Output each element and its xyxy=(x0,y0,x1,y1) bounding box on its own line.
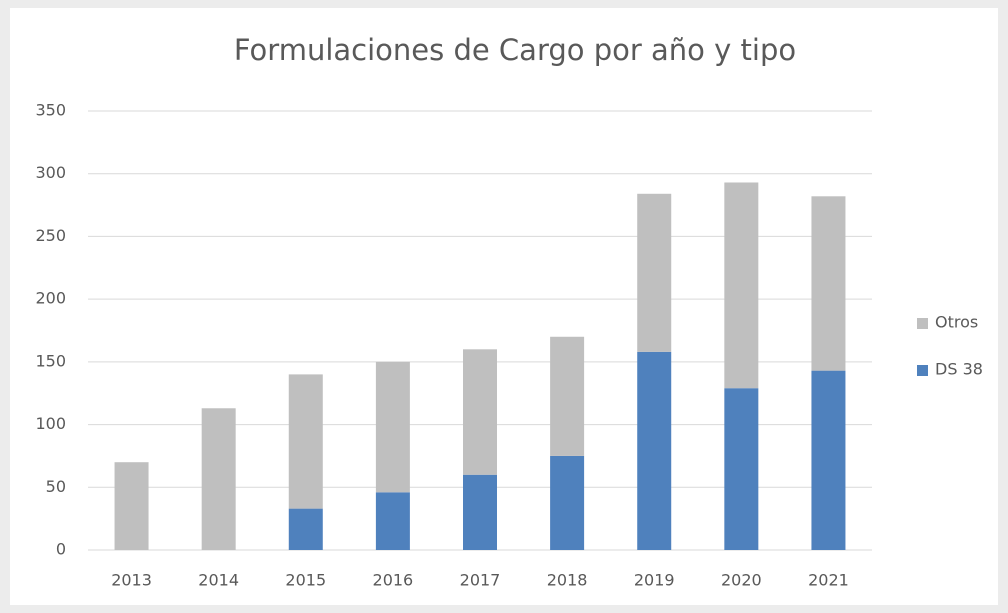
bar-segment xyxy=(463,474,497,550)
bar-segment xyxy=(375,492,410,550)
legend-swatch xyxy=(917,365,928,376)
legend-swatch xyxy=(917,318,928,329)
x-tick-label: 2017 xyxy=(460,571,501,590)
y-tick-label: 0 xyxy=(56,540,66,559)
bar-segment xyxy=(811,370,846,550)
y-tick-label: 50 xyxy=(46,477,66,496)
x-tick-label: 2018 xyxy=(547,571,588,590)
bar-segment xyxy=(724,182,759,389)
x-tick-label: 2015 xyxy=(285,571,326,590)
bar-segment xyxy=(375,361,410,493)
legend-label: Otros xyxy=(935,313,978,332)
y-tick-label: 250 xyxy=(35,226,66,245)
x-tick-label: 2013 xyxy=(111,571,152,590)
x-tick-label: 2019 xyxy=(634,571,675,590)
bar-segment xyxy=(288,508,323,550)
bar-segment xyxy=(637,351,672,550)
chart-title: Formulaciones de Cargo por año y tipo xyxy=(234,33,796,67)
chart-area xyxy=(10,8,998,605)
y-tick-label: 200 xyxy=(35,289,66,308)
y-tick-label: 300 xyxy=(35,163,66,182)
x-tick-label: 2021 xyxy=(808,571,849,590)
bar-segment xyxy=(550,455,585,550)
y-tick-label: 350 xyxy=(35,101,66,120)
bar-segment xyxy=(637,193,672,352)
legend-label: DS 38 xyxy=(935,360,983,379)
y-tick-label: 100 xyxy=(35,414,66,433)
bar-segment xyxy=(550,336,585,456)
x-tick-label: 2014 xyxy=(198,571,239,590)
bar-segment xyxy=(114,462,149,550)
y-tick-label: 150 xyxy=(35,351,66,370)
bar-segment xyxy=(724,388,759,550)
bar-segment xyxy=(811,196,846,371)
x-tick-label: 2016 xyxy=(373,571,414,590)
x-tick-label: 2020 xyxy=(721,571,762,590)
bar-segment xyxy=(201,408,236,550)
bar-segment xyxy=(288,374,323,509)
bar-segment xyxy=(463,349,497,475)
